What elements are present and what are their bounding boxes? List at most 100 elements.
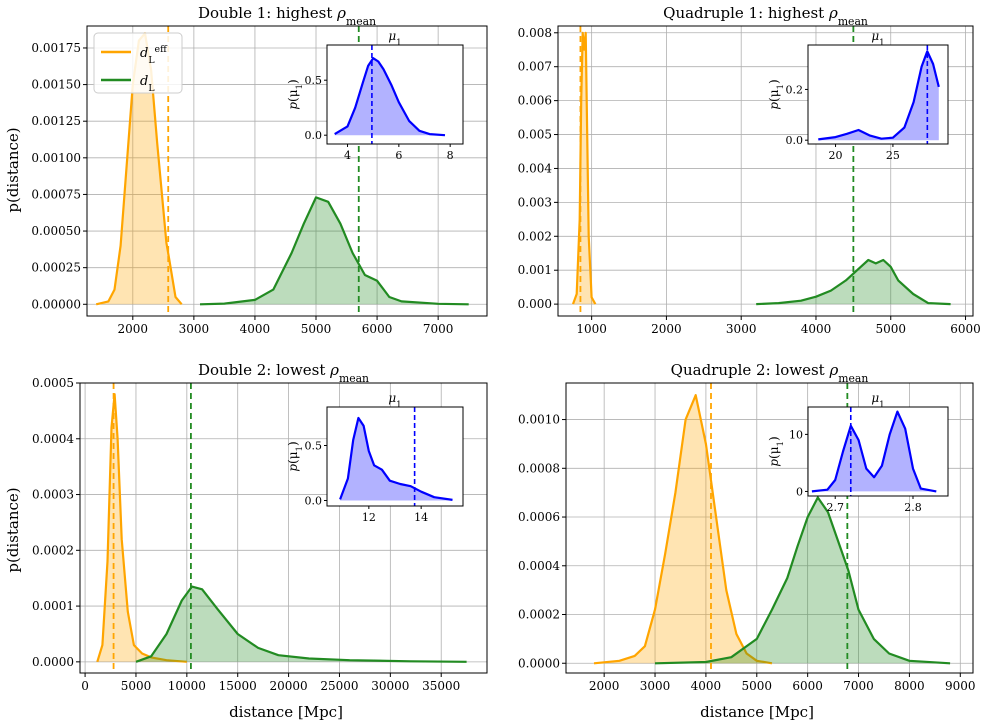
y-tick-label: 0.00125 [31,114,81,128]
series-area-dl-eff [573,32,596,305]
x-tick-label: 6000 [362,322,393,336]
inset-area [334,58,445,136]
series-line-dl [654,496,951,665]
inset-title: μ1 [388,391,401,410]
x-tick-label: 2000 [651,322,682,336]
legend-box [93,32,183,94]
inset-area [340,418,453,501]
x-tick-label: 10000 [168,679,206,693]
x-tick-label: 9000 [945,679,976,693]
y-tick-label: 0.0002 [32,543,74,557]
y-tick-label: 0.0004 [518,559,560,573]
y-tick-label: 0.0000 [32,655,74,669]
inset-title: μ1 [871,391,884,410]
inset-line [818,50,940,141]
inset-x-tick-label: 12 [362,511,376,524]
panel-3: 0 5000 10000 15000 20000 25000 30000 35000 0.000… [32,361,488,693]
legend-label: dLeff [140,44,168,66]
x-tick-label: 5000 [742,679,773,693]
panel-title: Quadruple 2: lowest ρmean [671,361,869,385]
series-area-dl-eff [97,394,187,662]
axes-frame [557,25,974,317]
inset-frame [326,406,464,507]
x-tick-label: 20000 [269,679,307,693]
inset-y-tick-label: 0.0 [786,134,804,147]
ylabel-top: p(distance) [4,127,22,212]
y-tick-label: 0.00050 [31,224,81,238]
y-tick-label: 0.00075 [31,187,81,201]
y-tick-label: 0.0000 [518,656,560,670]
y-tick-label: 0.00175 [31,41,81,55]
inset-ylabel: p(μ1) [767,79,786,109]
inset-frame [807,44,949,145]
inset-y-tick-label: 0.2 [786,83,804,96]
inset-y-tick-label: 10 [789,428,803,441]
x-tick-label: 4000 [691,679,722,693]
inset-frame [807,406,949,497]
inset-y-tick-label: 0.5 [305,74,323,87]
inset-y-tick-label: 0 [796,485,803,498]
x-tick-label: 4000 [801,322,832,336]
y-tick-label: 0.0008 [518,461,560,475]
x-tick-label: 5000 [301,322,332,336]
x-tick-label: 7000 [843,679,874,693]
inset-title: μ1 [871,29,884,48]
inset-background [808,407,948,496]
inset-ylabel: p(μ1) [767,436,786,466]
series-area-dl-eff [96,33,182,305]
inset-ylabel: p(μ1) [286,441,305,471]
x-tick-label: 3000 [179,322,210,336]
x-tick-label: 6000 [950,322,981,336]
x-tick-label: 8000 [894,679,925,693]
y-tick-label: 0.00150 [31,78,81,92]
inset-x-tick-label: 2.7 [826,501,844,514]
panel-2: 1000 2000 3000 4000 5000 6000 0.000 0.001 0.002 0… [518,4,981,336]
x-tick-label: 3000 [640,679,671,693]
x-tick-label: 2000 [118,322,149,336]
y-tick-label: 0.001 [518,263,552,277]
axes-frame [565,382,974,674]
y-tick-label: 0.0004 [32,432,74,446]
panel-title: Double 1: highest ρmean [198,4,376,28]
inset-line [339,416,453,501]
inset-1: 4 6 8 0.0 0.5 μ1 p(μ1) [286,29,464,162]
x-tick-label: 3000 [726,322,757,336]
y-tick-label: 0.000 [518,297,552,311]
series-line-dl [199,196,469,306]
axes-frame [79,382,488,674]
series-area-dl [756,260,951,305]
x-tick-label: 5000 [121,679,152,693]
x-tick-label: 7000 [423,322,454,336]
y-tick-label: 0.00100 [31,151,81,165]
inset-x-tick-label: 20 [829,149,843,162]
y-tick-label: 0.0001 [32,599,74,613]
y-tick-label: 0.0006 [518,510,560,524]
y-tick-label: 0.005 [518,128,552,142]
y-tick-label: 0.008 [518,26,552,40]
xlabel-right: distance [Mpc] [700,703,814,721]
y-tick-label: 0.0003 [32,488,74,502]
x-tick-label: 30000 [371,679,409,693]
inset-2: 20 25 0.0 0.2 μ1 p(μ1) [767,29,949,162]
inset-background [327,407,463,506]
axes-frame [86,25,488,317]
y-tick-label: 0.00000 [31,297,81,311]
series-area-dl [136,586,467,662]
ylabel-bottom: p(distance) [4,487,22,572]
inset-x-tick-label: 8 [447,149,454,162]
x-tick-label: 1000 [576,322,607,336]
panel-4: 2000 3000 4000 5000 6000 7000 8000 9000 0.0000 0.… [518,361,976,693]
y-tick-label: 0.006 [518,94,552,108]
x-tick-label: 5000 [875,322,906,336]
x-tick-label: 15000 [219,679,257,693]
inset-x-tick-label: 4 [344,149,351,162]
y-tick-label: 0.004 [518,161,553,175]
inset-y-tick-label: 0.0 [305,495,323,508]
xlabel-left: distance [Mpc] [229,703,343,721]
x-tick-label: 35000 [422,679,460,693]
series-line-dl-eff [593,394,773,665]
legend: dLeff dL [93,32,183,94]
y-tick-label: 0.0010 [518,413,560,427]
y-tick-label: 0.00025 [31,261,81,275]
